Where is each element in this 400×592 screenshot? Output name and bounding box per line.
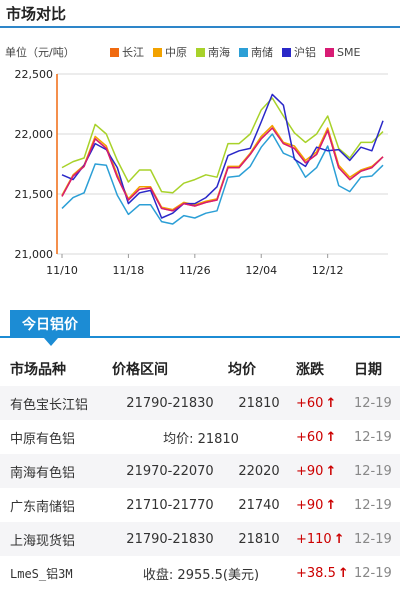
header-date: 日期: [354, 362, 382, 378]
cell-change: +60 ↑: [290, 420, 348, 454]
legend-item: SME: [325, 44, 360, 60]
table-header-row: 市场品种 价格区间 均价 涨跌 日期: [0, 352, 400, 386]
cell-avg: 22020: [238, 463, 280, 479]
legend-item: 沪铝: [282, 44, 316, 60]
section-header: 市场对比: [0, 0, 400, 28]
legend-item: 南储: [239, 44, 273, 60]
series-line: [61, 127, 384, 212]
cell-name: LmeS_铝3M: [10, 566, 73, 581]
price-table: 市场品种 价格区间 均价 涨跌 日期 有色宝长江铝 21790-21830 21…: [0, 352, 400, 590]
up-arrow-icon: ↑: [325, 429, 337, 445]
unit-label: 单位（元/吨）: [5, 46, 75, 59]
legend-swatch: [239, 47, 248, 57]
x-tick-label: 11/18: [113, 264, 145, 277]
header-change: 涨跌: [296, 362, 324, 378]
table-row: 上海现货铝 21790-21830 21810 +110 ↑ 12-19: [0, 522, 400, 556]
cell-avg-only: 均价: 21810: [163, 431, 239, 447]
change-value: +60: [296, 395, 324, 411]
x-tick-label: 11/10: [46, 264, 78, 277]
x-tick-label: 12/04: [245, 264, 277, 277]
legend-label: 中原: [165, 46, 187, 59]
cell-range: 21790-21830: [126, 395, 214, 411]
up-arrow-icon: ↑: [333, 531, 345, 547]
cell-change: +110 ↑: [290, 522, 348, 556]
cell-date: 12-19: [354, 565, 392, 581]
y-tick-label: 21,500: [15, 188, 54, 201]
legend-swatch: [153, 47, 162, 57]
legend-label: 沪铝: [294, 46, 316, 59]
cell-date: 12-19: [354, 429, 392, 445]
cell-name: 上海现货铝: [10, 533, 76, 549]
x-tick-label: 11/26: [179, 264, 211, 277]
up-arrow-icon: ↑: [325, 395, 337, 411]
cell-avg: 21810: [238, 395, 280, 411]
up-arrow-icon: ↑: [325, 497, 337, 513]
cell-change: +90 ↑: [290, 488, 348, 522]
chart-legend: 长江 中原 南海 南储 沪铝 SME: [110, 44, 360, 60]
cell-date: 12-19: [354, 531, 392, 547]
cell-date: 12-19: [354, 497, 392, 513]
line-chart-svg: 21,000 21,500 22,000 22,500 11/10 11/18 11/26 1…: [15, 68, 388, 277]
cell-close-only: 收盘: 2955.5(美元): [142, 567, 260, 583]
table-row: 中原有色铝 均价: 21810 +60 ↑ 12-19: [0, 420, 400, 454]
change-value: +110: [296, 531, 332, 547]
cell-avg: 21740: [238, 497, 280, 513]
cell-name: 广东南储铝: [10, 499, 76, 515]
cell-date: 12-19: [354, 463, 392, 479]
table-row: 南海有色铝 21970-22070 22020 +90 ↑ 12-19: [0, 454, 400, 488]
series-line: [61, 93, 384, 219]
legend-swatch: [282, 47, 291, 57]
cell-avg: 21810: [238, 531, 280, 547]
up-arrow-icon: ↑: [325, 463, 337, 479]
legend-label: 南储: [251, 46, 273, 59]
legend-label: 长江: [122, 46, 144, 59]
legend-item: 中原: [153, 44, 187, 60]
section-title: 市场对比: [6, 5, 67, 23]
cell-range: 21970-22070: [126, 463, 214, 479]
cell-change: +38.5 ↑: [290, 556, 349, 590]
tab-bar: 今日铝价: [0, 310, 400, 346]
cell-range: 21790-21830: [126, 531, 214, 547]
x-tick-label: 12/12: [312, 264, 344, 277]
cell-name: 有色宝长江铝: [10, 397, 89, 413]
legend-swatch: [196, 47, 205, 57]
tab-today-price[interactable]: 今日铝价: [10, 310, 90, 346]
series-line: [61, 133, 384, 225]
cell-name: 南海有色铝: [10, 465, 76, 481]
change-value: +90: [296, 497, 324, 513]
y-tick-label: 21,000: [15, 248, 54, 261]
cell-change: +90 ↑: [290, 454, 348, 488]
legend-swatch: [110, 47, 119, 57]
legend-label: SME: [337, 45, 361, 59]
y-tick-label: 22,500: [15, 68, 54, 81]
table-row: 广东南储铝 21710-21770 21740 +90 ↑ 12-19: [0, 488, 400, 522]
legend-swatch: [325, 47, 334, 57]
cell-range: 21710-21770: [126, 497, 214, 513]
legend-item: 南海: [196, 44, 230, 60]
y-tick-label: 22,000: [15, 128, 54, 141]
change-value: +60: [296, 429, 324, 445]
series-line: [61, 97, 384, 194]
change-value: +90: [296, 463, 324, 479]
cell-date: 12-19: [354, 395, 392, 411]
table-row: LmeS_铝3M 收盘: 2955.5(美元) +38.5 ↑ 12-19: [0, 556, 400, 590]
header-avg: 均价: [228, 362, 256, 378]
change-value: +38.5: [296, 565, 336, 581]
price-chart: 单位（元/吨） 长江 中原 南海 南储 沪铝 SME 21,000 21,500 2…: [0, 30, 400, 292]
cell-name: 中原有色铝: [10, 431, 76, 447]
legend-label: 南海: [208, 46, 230, 59]
up-arrow-icon: ↑: [337, 565, 349, 581]
header-market: 市场品种: [10, 362, 66, 378]
header-range: 价格区间: [112, 362, 168, 378]
legend-item: 长江: [110, 44, 144, 60]
table-row: 有色宝长江铝 21790-21830 21810 +60 ↑ 12-19: [0, 386, 400, 420]
cell-change: +60 ↑: [290, 386, 348, 420]
